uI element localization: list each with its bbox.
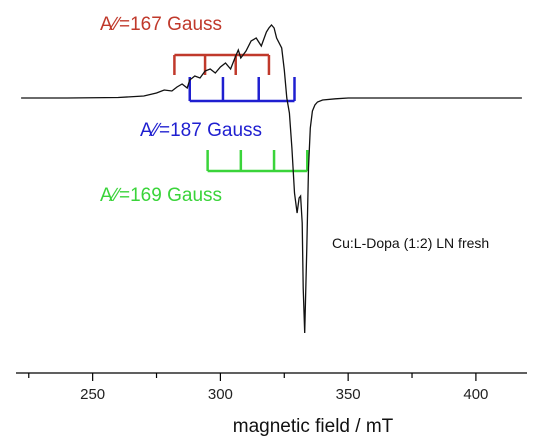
hyperfine-annotation: A∕∕=187 Gauss bbox=[140, 77, 296, 141]
x-tick-label: 350 bbox=[336, 386, 361, 403]
hyperfine-annotation: A∕∕=169 Gauss bbox=[100, 150, 309, 206]
x-axis-ticks: 250 300 350 400 bbox=[28, 373, 488, 403]
epr-spectrum-line bbox=[21, 24, 522, 334]
x-tick-label: 250 bbox=[80, 386, 105, 403]
hyperfine-label: A∕∕=167 Gauss bbox=[100, 14, 222, 35]
hyperfine-annotations: A∕∕=167 Gauss A∕∕=187 Gauss A∕∕=169 Gauss bbox=[100, 14, 309, 206]
x-tick-label: 300 bbox=[208, 386, 233, 403]
sample-label: Cu:L-Dopa (1:2) LN fresh bbox=[332, 235, 489, 251]
x-axis-title: magnetic field / mT bbox=[233, 416, 394, 437]
hyperfine-label: A∕∕=187 Gauss bbox=[140, 120, 262, 141]
x-tick-label: 400 bbox=[463, 386, 488, 403]
hyperfine-annotation: A∕∕=167 Gauss bbox=[100, 14, 271, 75]
hyperfine-label: A∕∕=169 Gauss bbox=[100, 185, 222, 206]
